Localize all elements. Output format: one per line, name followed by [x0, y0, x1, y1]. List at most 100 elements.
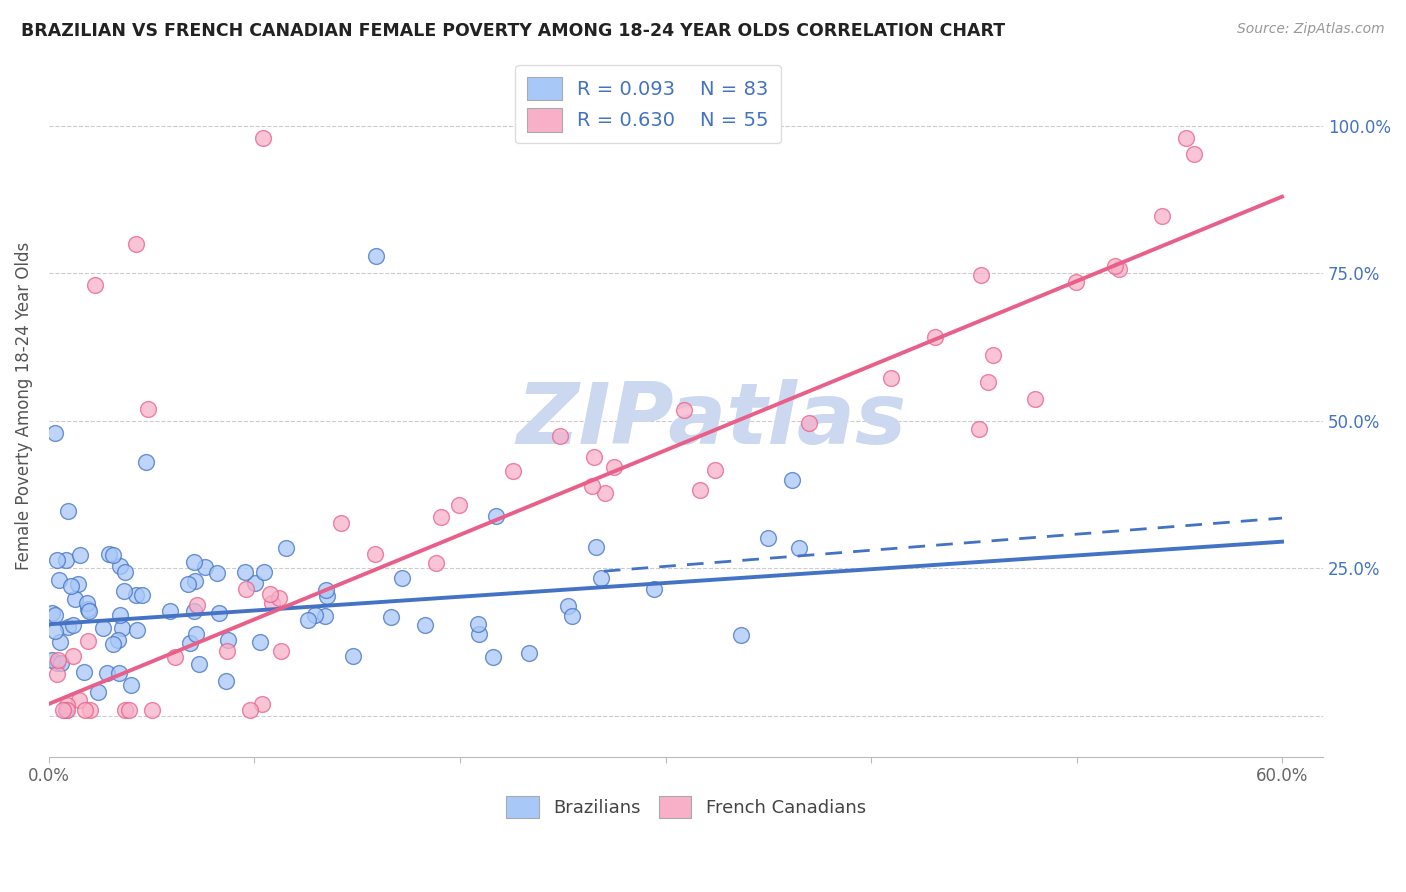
Point [315, 583, 337, 598]
Point [41, 653, 63, 667]
Point [183, 604, 205, 618]
Point [114, 703, 136, 717]
Point [880, 371, 903, 385]
Point [557, 599, 579, 614]
Point [467, 617, 489, 632]
Text: BRAZILIAN VS FRENCH CANADIAN FEMALE POVERTY AMONG 18-24 YEAR OLDS CORRELATION CH: BRAZILIAN VS FRENCH CANADIAN FEMALE POVE… [21, 22, 1005, 40]
Point [730, 628, 752, 642]
Y-axis label: Female Poverty Among 18-24 Year Olds: Female Poverty Among 18-24 Year Olds [15, 242, 32, 570]
Point [329, 516, 352, 530]
Point [107, 632, 129, 647]
Point [83, 278, 105, 293]
Point [77, 601, 100, 615]
Point [243, 575, 266, 590]
Point [260, 596, 283, 610]
Point [125, 589, 148, 603]
Point [447, 498, 470, 512]
Point [703, 463, 725, 477]
Point [135, 455, 157, 469]
Point [593, 486, 616, 500]
Point [364, 249, 387, 263]
Point [1024, 392, 1046, 407]
Point [548, 429, 571, 443]
Point [52, 703, 75, 717]
Point [194, 560, 217, 574]
Point [183, 554, 205, 568]
Point [96, 665, 118, 680]
Point [233, 565, 256, 579]
Point [46, 653, 69, 667]
Point [114, 565, 136, 579]
Point [780, 473, 803, 487]
Point [314, 608, 336, 623]
Point [756, 531, 779, 545]
Point [136, 402, 159, 417]
Point [581, 479, 603, 493]
Point [208, 606, 231, 620]
Point [561, 608, 583, 623]
Point [602, 460, 624, 475]
Point [364, 547, 387, 561]
Point [259, 587, 281, 601]
Point [56, 504, 79, 518]
Point [1152, 210, 1174, 224]
Point [101, 549, 124, 563]
Point [66, 577, 89, 591]
Point [643, 582, 665, 596]
Point [159, 604, 181, 618]
Point [76, 595, 98, 609]
Point [46, 553, 69, 567]
Point [1175, 130, 1198, 145]
Point [981, 348, 1004, 362]
Point [1064, 275, 1087, 289]
Point [297, 614, 319, 628]
Point [970, 268, 993, 283]
Point [87, 685, 110, 699]
Point [98, 547, 121, 561]
Point [101, 637, 124, 651]
Point [56, 698, 79, 712]
Point [253, 565, 276, 579]
Point [787, 541, 810, 556]
Point [73, 665, 96, 679]
Point [112, 584, 135, 599]
Point [485, 508, 508, 523]
Point [214, 674, 236, 689]
Point [111, 621, 134, 635]
Point [46, 667, 69, 681]
Point [120, 678, 142, 692]
Point [502, 464, 524, 478]
Point [69, 548, 91, 562]
Point [1182, 146, 1205, 161]
Point [55, 553, 77, 567]
Point [44, 425, 66, 440]
Point [235, 582, 257, 597]
Point [186, 599, 208, 613]
Point [79, 703, 101, 717]
Point [46, 657, 69, 671]
Point [239, 703, 262, 717]
Point [125, 236, 148, 251]
Point [276, 541, 298, 555]
Legend: Brazilians, French Canadians: Brazilians, French Canadians [499, 789, 873, 825]
Point [62, 649, 84, 664]
Point [177, 576, 200, 591]
Point [110, 559, 132, 574]
Point [67, 693, 90, 707]
Point [63, 591, 86, 606]
Point [141, 703, 163, 717]
Point [49, 634, 72, 648]
Point [73, 703, 96, 717]
Point [131, 588, 153, 602]
Point [41, 607, 63, 621]
Point [108, 666, 131, 681]
Point [44, 607, 66, 622]
Point [179, 635, 201, 649]
Text: ZIPatlas: ZIPatlas [516, 378, 907, 461]
Point [589, 571, 612, 585]
Point [924, 329, 946, 343]
Point [380, 610, 402, 624]
Point [391, 571, 413, 585]
Point [44, 624, 66, 639]
Point [316, 589, 339, 603]
